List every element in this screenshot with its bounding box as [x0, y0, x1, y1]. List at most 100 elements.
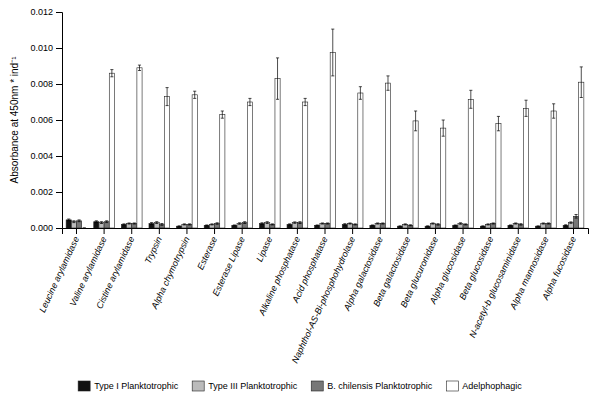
bar	[458, 224, 463, 229]
series	[83, 29, 584, 228]
x-tick-mark	[269, 228, 270, 234]
bar	[480, 226, 485, 228]
y-tick-mark	[56, 120, 62, 121]
bars	[66, 29, 584, 228]
bar	[491, 224, 496, 229]
error-bar	[133, 223, 136, 224]
y-tick-label: 0.004	[30, 151, 53, 161]
bar	[303, 102, 308, 228]
y-tick: 0.008	[30, 79, 62, 89]
legend-entry: Adelphophagic	[446, 381, 522, 391]
bar	[496, 124, 501, 228]
bar	[508, 225, 513, 228]
bar	[441, 128, 446, 228]
error-bar	[205, 224, 208, 226]
bar	[270, 224, 275, 228]
error-bar	[160, 224, 163, 226]
y-tick: 0.010	[30, 43, 62, 53]
bar	[413, 121, 418, 228]
bar	[320, 224, 325, 229]
legend-label: Type III Planktotrophic	[208, 381, 298, 391]
y-tick: 0.000	[30, 223, 62, 233]
y-tick-label: 0.006	[30, 115, 53, 125]
error-bar	[221, 111, 224, 118]
bar	[430, 224, 435, 229]
bar	[237, 224, 242, 229]
error-bar	[442, 120, 445, 136]
y-tick-label: 0.012	[30, 7, 53, 17]
legend-entry: B. chilensis Planktotrophic	[311, 381, 433, 391]
error-bar	[216, 223, 219, 224]
error-bar	[348, 223, 351, 224]
bar	[347, 224, 352, 229]
bar	[453, 225, 458, 228]
error-bar	[138, 65, 141, 70]
error-bar	[238, 223, 241, 224]
y-axis-line	[56, 13, 63, 229]
error-bar	[359, 87, 362, 100]
bar	[99, 223, 104, 228]
error-bar	[414, 111, 417, 131]
bar	[408, 225, 413, 228]
x-tick-label: Alpha fucosidase	[540, 235, 578, 302]
error-bar	[100, 222, 103, 224]
bar	[121, 224, 126, 228]
bar	[154, 223, 159, 228]
error-bar	[276, 58, 279, 99]
bar	[563, 225, 568, 228]
legend-label: B. chilensis Planktotrophic	[327, 381, 433, 391]
bar	[485, 224, 490, 228]
bar	[292, 223, 297, 228]
legend-entry: Type I Planktotrophic	[78, 381, 179, 391]
x-tick-mark	[545, 228, 546, 234]
series	[76, 215, 578, 229]
bar	[182, 224, 187, 228]
bar	[463, 224, 468, 228]
y-tick-mark	[56, 84, 62, 85]
error-bar	[431, 223, 434, 224]
bar	[132, 224, 137, 229]
error-bar	[110, 70, 113, 77]
y-tick-label: 0.000	[30, 223, 53, 233]
bar	[536, 226, 541, 228]
error-bar	[436, 224, 439, 225]
x-tick-mark	[242, 228, 243, 234]
error-bar	[72, 221, 75, 223]
bar	[513, 224, 518, 229]
y-tick: 0.006	[30, 115, 62, 125]
bar	[287, 224, 292, 228]
bar	[330, 53, 335, 229]
legend-swatch	[192, 381, 204, 391]
bar	[353, 224, 358, 228]
error-bar	[260, 223, 263, 224]
error-bar	[304, 98, 307, 105]
y-tick: 0.012	[30, 7, 62, 17]
error-bar	[376, 223, 379, 224]
bar	[403, 224, 408, 228]
bar	[242, 223, 247, 228]
bar	[149, 224, 154, 229]
error-bar	[178, 225, 181, 227]
x-tick-mark	[214, 228, 215, 234]
legend-swatch	[311, 381, 323, 391]
error-bar	[128, 223, 131, 224]
x-tick-label: Lipase	[254, 235, 274, 263]
error-bar	[210, 224, 213, 225]
bar	[104, 222, 109, 228]
x-tick: N-acetyl-b glucosaminidase	[467, 228, 523, 339]
bar	[82, 228, 87, 229]
error-bar	[552, 104, 555, 118]
x-tick-mark	[573, 228, 574, 234]
x-tick: Alpha fucosidase	[540, 228, 578, 302]
legend-label: Type I Planktotrophic	[94, 381, 179, 391]
bar	[204, 225, 209, 228]
error-bar	[233, 224, 236, 226]
error-bar	[298, 222, 301, 224]
bar	[259, 224, 264, 229]
bar	[342, 224, 347, 228]
y-tick-label: 0.002	[30, 187, 53, 197]
x-tick-label: Cistine arylamidase	[94, 235, 136, 310]
y-axis-title: Absorbance at 450nm * ind⁻¹	[9, 56, 20, 184]
error-bar	[492, 223, 495, 224]
error-bar	[343, 224, 346, 225]
